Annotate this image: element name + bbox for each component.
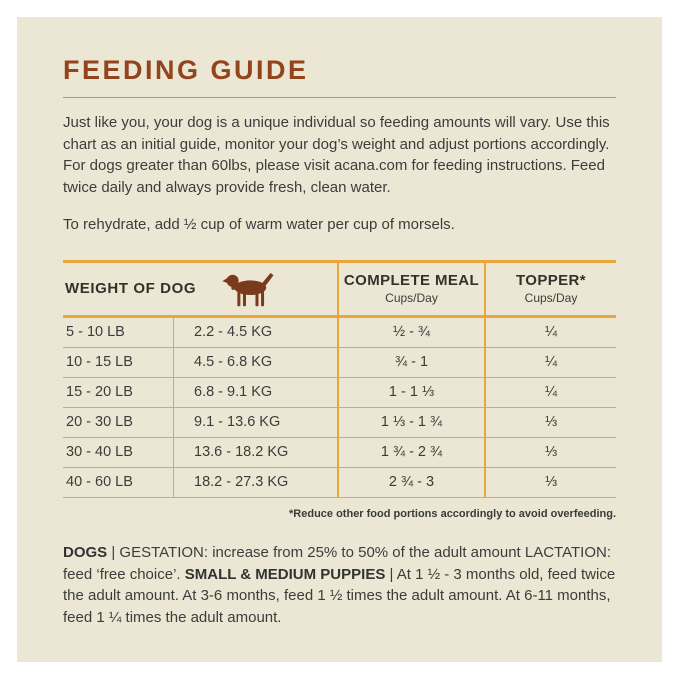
table-row: 5 - 10 LB 2.2 - 4.5 KG ½ - ¾ ¼ xyxy=(63,317,616,348)
table-row: 10 - 15 LB 4.5 - 6.8 KG ¾ - 1 ¼ xyxy=(63,347,616,378)
feeding-notes: DOGS | GESTATION: increase from 25% to 5… xyxy=(63,542,616,629)
header-weight-of-dog: WEIGHT OF DOG xyxy=(63,262,339,315)
weight-kg-cell: 9.1 - 13.6 KG xyxy=(174,407,339,437)
weight-lb-cell: 5 - 10 LB xyxy=(63,317,174,347)
puppies-label: SMALL & MEDIUM PUPPIES xyxy=(184,565,386,583)
weight-kg-cell: 18.2 - 27.3 KG xyxy=(174,467,339,497)
gestation-lactation-text: | GESTATION: increase from 25% to 50% of… xyxy=(63,543,611,583)
complete-meal-cell: 1 ¾ - 2 ¾ xyxy=(339,437,486,467)
title-divider xyxy=(63,97,616,98)
table-row: 40 - 60 LB 18.2 - 27.3 KG 2 ¾ - 3 ⅓ xyxy=(63,467,616,498)
topper-cell: ¼ xyxy=(544,384,558,401)
topper-cell: ¼ xyxy=(544,354,558,371)
weight-kg-cell: 4.5 - 6.8 KG xyxy=(174,347,339,377)
complete-meal-cell: 1 ⅓ - 1 ¾ xyxy=(339,407,486,437)
table-row: 30 - 40 LB 13.6 - 18.2 KG 1 ¾ - 2 ¾ ⅓ xyxy=(63,437,616,468)
header-complete-meal: COMPLETE MEAL Cups/Day xyxy=(339,262,486,315)
weight-of-dog-label: WEIGHT OF DOG xyxy=(65,280,197,298)
header-topper: TOPPER* Cups/Day xyxy=(486,263,616,315)
rehydrate-text: To rehydrate, add ½ cup of warm water pe… xyxy=(63,216,455,234)
feeding-guide-panel: FEEDING GUIDE Just like you, your dog is… xyxy=(17,17,662,662)
dogs-label: DOGS xyxy=(63,543,108,561)
dog-silhouette-icon xyxy=(222,273,274,307)
weight-kg-cell: 13.6 - 18.2 KG xyxy=(174,437,339,467)
weight-kg-cell: 6.8 - 9.1 KG xyxy=(174,377,339,407)
topper-cell: ⅓ xyxy=(544,414,558,431)
weight-kg-cell: 2.2 - 4.5 KG xyxy=(174,317,339,347)
table-row: 20 - 30 LB 9.1 - 13.6 KG 1 ⅓ - 1 ¾ ⅓ xyxy=(63,407,616,438)
table-header-row: WEIGHT OF DOG COMPLETE MEAL xyxy=(63,262,616,318)
topper-cell: ⅓ xyxy=(544,444,558,461)
topper-cell: ¼ xyxy=(544,324,558,341)
weight-lb-cell: 30 - 40 LB xyxy=(63,437,174,467)
complete-meal-cell: 2 ¾ - 3 xyxy=(339,467,486,497)
topper-cell: ⅓ xyxy=(544,474,558,491)
complete-meal-cell: ½ - ¾ xyxy=(339,317,486,347)
page-title: FEEDING GUIDE xyxy=(63,55,309,85)
weight-lb-cell: 10 - 15 LB xyxy=(63,347,174,377)
complete-meal-units: Cups/Day xyxy=(385,291,438,306)
feeding-table: WEIGHT OF DOG COMPLETE MEAL xyxy=(63,259,616,498)
overfeeding-footnote: *Reduce other food portions accordingly … xyxy=(289,507,616,520)
complete-meal-cell: 1 - 1 ⅓ xyxy=(339,377,486,407)
complete-meal-label: COMPLETE MEAL xyxy=(343,272,480,290)
puppies-text: | At 1 ½ - 3 months old, feed twice the … xyxy=(63,565,616,627)
weight-lb-cell: 20 - 30 LB xyxy=(63,407,174,437)
complete-meal-cell: ¾ - 1 xyxy=(339,347,486,377)
weight-lb-cell: 15 - 20 LB xyxy=(63,377,174,407)
topper-units: Cups/Day xyxy=(524,291,578,306)
topper-label: TOPPER* xyxy=(515,272,587,290)
weight-lb-cell: 40 - 60 LB xyxy=(63,467,174,497)
table-row: 15 - 20 LB 6.8 - 9.1 KG 1 - 1 ⅓ ¼ xyxy=(63,377,616,408)
intro-text: Just like you, your dog is a unique indi… xyxy=(63,114,610,196)
content-area: FEEDING GUIDE Just like you, your dog is… xyxy=(17,17,662,629)
